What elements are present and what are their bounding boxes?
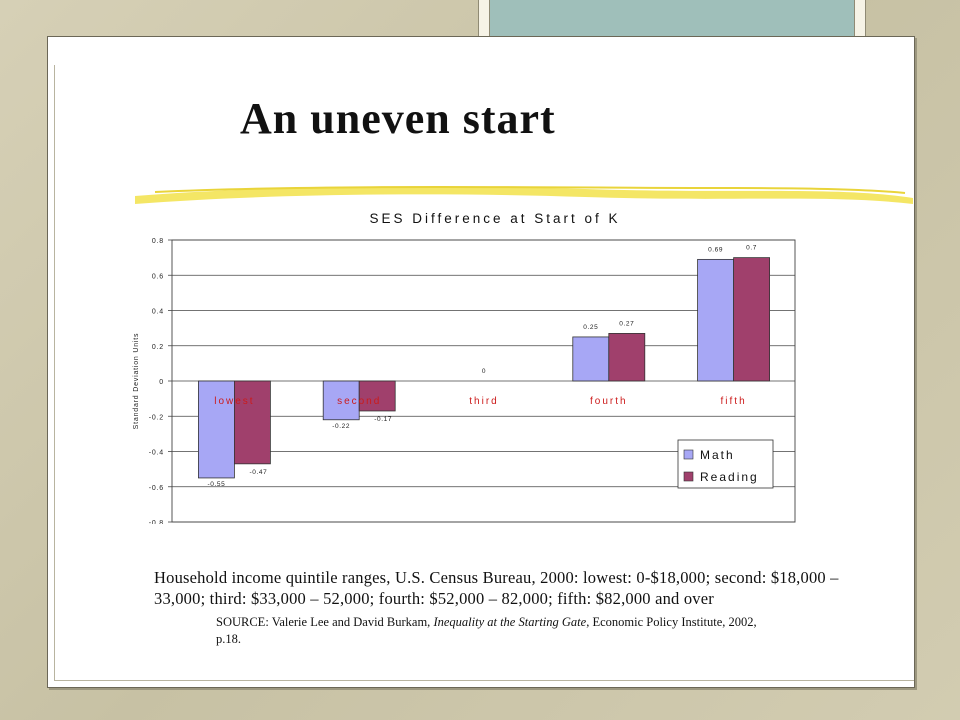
chart-title: SES Difference at Start of K <box>369 211 620 226</box>
y-tick-label: 0.8 <box>152 238 164 245</box>
legend-swatch-math <box>683 449 694 460</box>
bar-reading-lowest <box>234 380 271 465</box>
category-label-lowest: lowest <box>214 396 254 407</box>
category-label-second: second <box>337 396 381 407</box>
slide-title: An uneven start <box>240 94 556 143</box>
y-tick-label: -0.6 <box>149 485 164 492</box>
data-label: -0.17 <box>374 416 392 423</box>
bar-math-fourth <box>572 336 610 382</box>
title-highlight-stroke <box>135 186 913 204</box>
data-label: -0.22 <box>332 423 350 430</box>
data-label: 0 <box>482 368 486 375</box>
y-tick-label: 0.4 <box>152 309 164 316</box>
source-citation: SOURCE: Valerie Lee and David Burkam, In… <box>216 614 776 648</box>
income-quintile-caption: Household income quintile ranges, U.S. C… <box>154 568 839 608</box>
y-tick-label: -0.2 <box>149 414 164 421</box>
bar-reading-fourth <box>608 333 646 382</box>
y-tick-label: -0.4 <box>149 450 164 457</box>
data-label: 0.7 <box>746 245 757 252</box>
y-axis-label: Standard Deviation Units <box>133 333 140 430</box>
source-title: Inequality at the Starting Gate <box>433 615 587 629</box>
legend-box <box>677 439 774 489</box>
y-tick-label: -0.8 <box>149 520 164 524</box>
data-label: 0.25 <box>583 324 598 331</box>
y-tick-label: 0.2 <box>152 344 164 351</box>
bar-reading-fifth <box>733 257 770 382</box>
legend-label-reading: Reading <box>700 470 759 484</box>
ses-difference-chart: SES Difference at Start of K 0.8 0.6 0.4 0.2… <box>133 211 796 524</box>
data-label: 0.27 <box>619 320 634 327</box>
data-label: -0.47 <box>249 469 267 476</box>
legend-label-math: Math <box>700 448 735 462</box>
bar-math-fifth <box>697 258 734 382</box>
bar-reading-second <box>358 380 396 412</box>
category-label-fourth: fourth <box>590 396 628 407</box>
y-tick-label: 0.6 <box>152 273 164 280</box>
legend-swatch-reading <box>683 471 694 482</box>
data-label: -0.55 <box>207 481 225 488</box>
category-label-third: third <box>469 396 498 407</box>
y-tick-label: 0 <box>159 379 164 386</box>
bar-math-second <box>322 380 360 421</box>
data-label: 0.69 <box>708 246 723 253</box>
slide-canvas <box>47 36 915 688</box>
category-label-fifth: fifth <box>721 396 747 407</box>
source-prefix: SOURCE: Valerie Lee and David Burkam, <box>216 615 434 629</box>
slide-inner-frame <box>54 65 914 681</box>
source-suffix: , Economic Policy Institute, 2002, p.18. <box>216 615 757 646</box>
